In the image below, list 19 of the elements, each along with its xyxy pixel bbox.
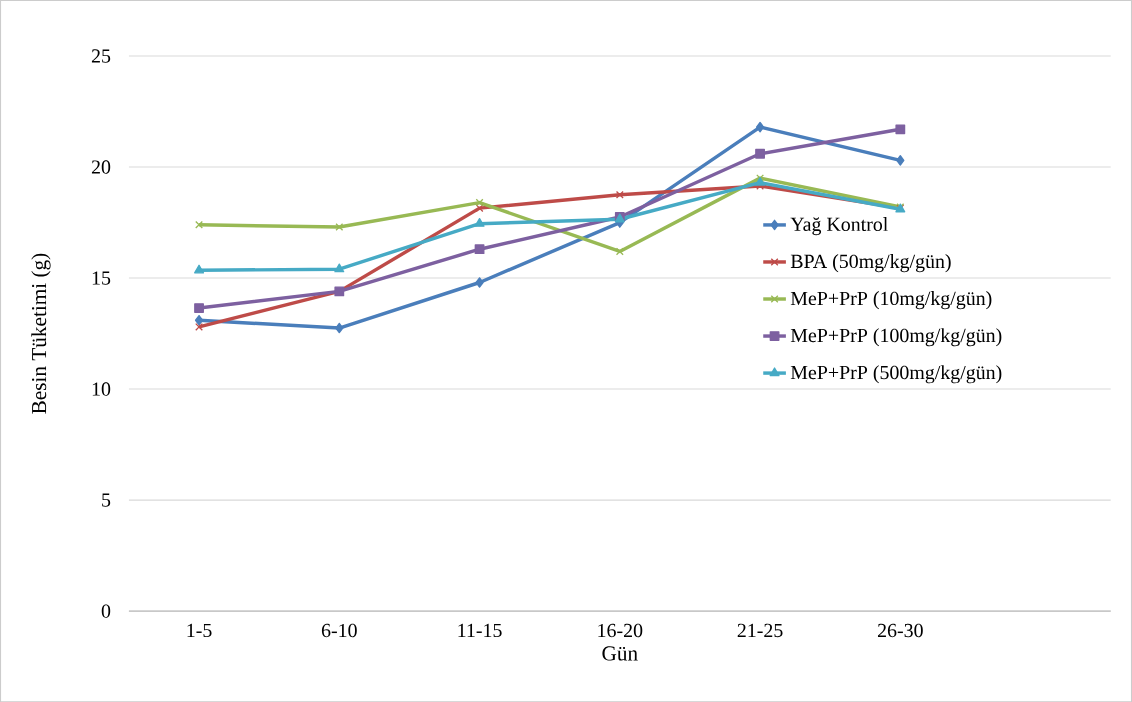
- x-tick-label: 6-10: [321, 623, 357, 638]
- y-tick-label: 10: [92, 382, 111, 396]
- y-tick-label: 15: [92, 271, 111, 285]
- x-tick-label: 1-5: [187, 623, 212, 637]
- y-tick-label: 20: [91, 160, 111, 174]
- x-tick-label: 11-15: [458, 623, 502, 637]
- y-tick-label: 25: [91, 49, 111, 63]
- y-tick-label: 5: [102, 493, 111, 507]
- legend-label: MeP+PrP (500mg/kg/gün): [790, 365, 1002, 384]
- x-tick-label: 26-30: [877, 623, 923, 638]
- legend-label: MeP+PrP (100mg/kg/gün): [790, 328, 1002, 347]
- legend-label: Yağ Kontrol: [790, 216, 888, 235]
- legend-label: MeP+PrP (10mg/kg/gün): [790, 290, 992, 310]
- legend-label: BPA (50mg/kg/gün): [790, 253, 951, 273]
- y-tick-label: 0: [101, 604, 111, 618]
- y-axis-title: Besin Tüketimi (g): [31, 253, 51, 414]
- x-axis-title: Gün: [602, 646, 638, 661]
- x-tick-label: 16-20: [598, 623, 643, 638]
- x-tick-label: 21-25: [737, 623, 783, 637]
